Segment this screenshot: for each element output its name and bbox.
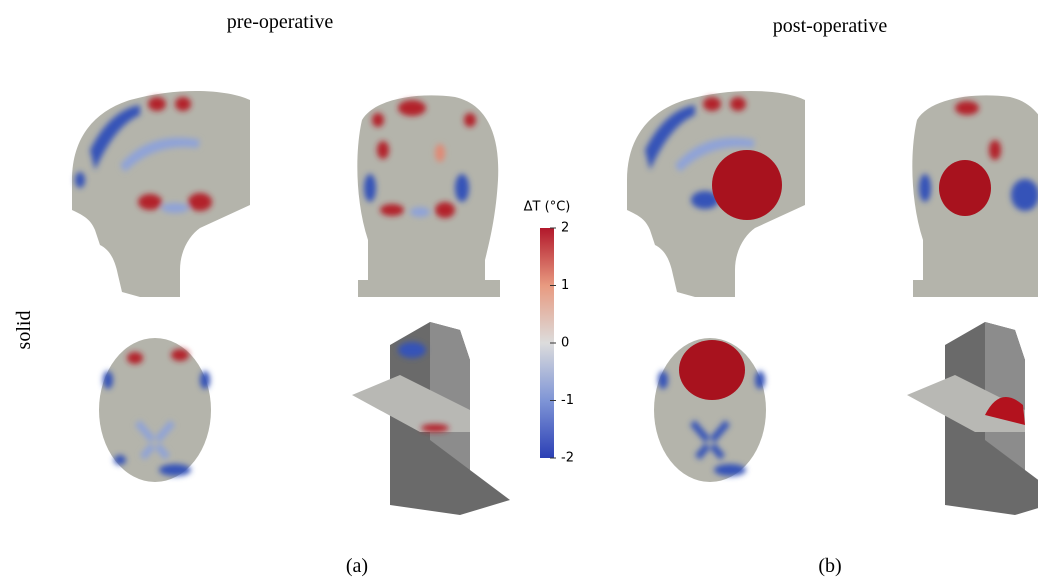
row-label: solid: [13, 311, 35, 350]
colorbar-tick-label: 0: [561, 336, 569, 351]
colorbar-label: ΔT (°C): [524, 200, 571, 215]
colorbar-tick-label: -1: [561, 393, 574, 408]
post-operative-panel: [627, 90, 1038, 515]
colorbar-tick-label: -2: [561, 451, 574, 466]
colorbar-tick-label: 1: [561, 278, 569, 293]
right-title: post-operative: [773, 15, 888, 37]
caption-a: (a): [346, 555, 368, 577]
colorbar: ΔT (°C) 2 1 0 -1 -2: [524, 200, 574, 466]
caption-b: (b): [818, 555, 841, 577]
pre-operative-panel: [72, 90, 510, 515]
colorbar-tick-label: 2: [561, 221, 569, 236]
left-title: pre-operative: [227, 11, 334, 33]
